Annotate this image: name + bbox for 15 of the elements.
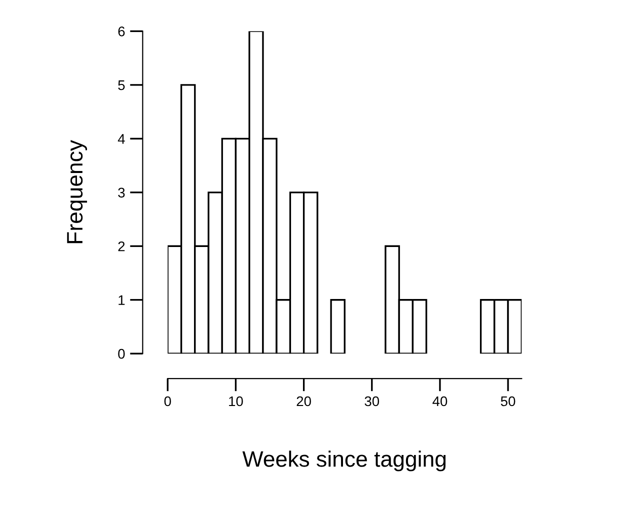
x-tick-label: 40 bbox=[432, 396, 448, 406]
y-tick-label: 4 bbox=[118, 134, 125, 144]
y-tick-label: 6 bbox=[118, 26, 125, 36]
y-axis-title: Frequency bbox=[67, 140, 88, 244]
y-tick-label: 3 bbox=[118, 188, 125, 198]
y-tick-label: 1 bbox=[118, 295, 125, 305]
y-tick-label: 5 bbox=[118, 80, 125, 90]
x-axis-title: Weeks since tagging bbox=[242, 450, 446, 472]
y-tick-label: 2 bbox=[118, 241, 125, 252]
x-tick-label: 20 bbox=[296, 396, 311, 406]
x-tick-label: 10 bbox=[229, 396, 243, 406]
x-tick-label: 50 bbox=[500, 396, 516, 406]
x-tick-label: 30 bbox=[364, 396, 380, 406]
x-tick-label: 0 bbox=[164, 396, 171, 406]
y-tick-label: 0 bbox=[118, 348, 125, 359]
